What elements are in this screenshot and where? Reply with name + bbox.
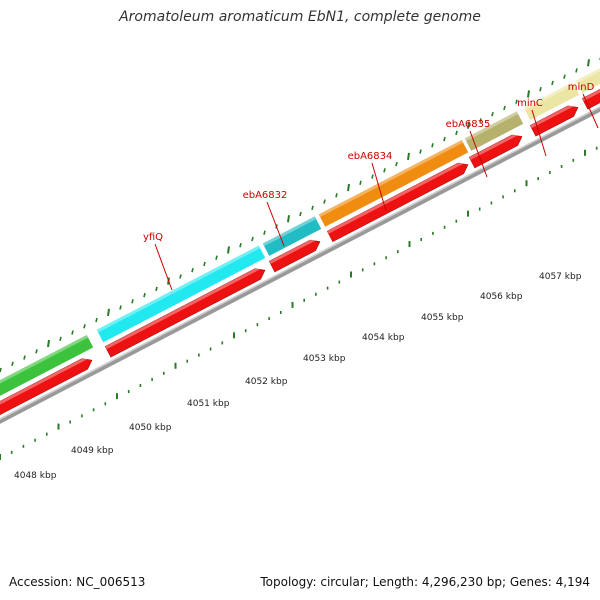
tick-mark bbox=[23, 355, 26, 360]
tick-mark bbox=[347, 183, 350, 192]
leader-line bbox=[154, 243, 173, 291]
cds-arrow-5 bbox=[468, 131, 523, 169]
tick-mark bbox=[191, 267, 194, 273]
tick-mark bbox=[11, 361, 14, 366]
tick-mark bbox=[215, 255, 218, 260]
gene-ebA6834 bbox=[318, 139, 469, 227]
tick-mark bbox=[515, 99, 518, 104]
genome-backbone bbox=[0, 106, 600, 424]
tick-mark bbox=[0, 367, 2, 373]
tick-mark bbox=[263, 230, 266, 235]
tick-mark bbox=[239, 243, 242, 248]
gene-label-minD: minD bbox=[568, 82, 595, 93]
tick-track bbox=[0, 56, 600, 373]
tick-mark bbox=[107, 308, 110, 316]
map-title: Aromatoleum aromaticum EbN1, complete ge… bbox=[119, 9, 481, 25]
tick-mark bbox=[575, 68, 578, 73]
gene-minC bbox=[523, 82, 580, 121]
leader-line bbox=[531, 109, 547, 157]
kbp-label: 4055 kbp bbox=[421, 313, 464, 323]
tick-mark bbox=[251, 236, 254, 242]
accession-label: Accession: NC_006513 bbox=[9, 575, 146, 589]
gene-yfiQ bbox=[96, 245, 266, 343]
tick-mark bbox=[467, 121, 470, 129]
backbone-highlight bbox=[0, 106, 600, 420]
tick-mark bbox=[383, 168, 386, 173]
cds-arrow-2 bbox=[104, 264, 266, 358]
tick-mark bbox=[83, 324, 86, 329]
cds-arrow-7 bbox=[581, 85, 600, 110]
tick-mark bbox=[47, 339, 50, 348]
tick-mark bbox=[311, 205, 314, 210]
tick-mark bbox=[299, 211, 302, 217]
gene-minD bbox=[575, 64, 600, 94]
kbp-scale: 4048 kbp 4049 kbp 4050 kbp 4051 kbp 4052 kbp… bbox=[0, 146, 598, 481]
tick-mark bbox=[563, 74, 566, 79]
tick-mark bbox=[203, 261, 206, 267]
cds-arrow-6 bbox=[529, 102, 579, 137]
cds-arrow-1 bbox=[0, 354, 93, 419]
tick-mark bbox=[503, 105, 506, 111]
tick-mark bbox=[371, 174, 374, 179]
cds-arrow-3 bbox=[268, 236, 321, 273]
kbp-label: 4049 kbp bbox=[71, 446, 114, 456]
tick-mark bbox=[59, 336, 62, 341]
gene-unnamed bbox=[0, 334, 94, 400]
tick-mark bbox=[491, 111, 494, 117]
gene-label-yfiQ: yfiQ bbox=[143, 232, 163, 243]
tick-mark bbox=[323, 199, 326, 204]
tick-mark bbox=[95, 317, 98, 323]
tick-mark bbox=[407, 152, 410, 160]
tick-mark bbox=[551, 80, 554, 86]
cds-track bbox=[0, 85, 600, 419]
tick-mark bbox=[359, 180, 362, 185]
gene-labels: yfiQ ebA6832 ebA6834 ebA6835 minC minD bbox=[143, 82, 599, 291]
kbp-label: 4051 kbp bbox=[187, 399, 230, 409]
gene-label-minC: minC bbox=[517, 98, 543, 109]
tick-mark bbox=[155, 286, 158, 292]
kbp-label: 4054 kbp bbox=[362, 333, 405, 343]
tick-mark bbox=[587, 59, 590, 67]
gene-ebA6835 bbox=[464, 111, 524, 151]
gene-track bbox=[0, 64, 600, 400]
kbp-label: 4053 kbp bbox=[303, 354, 346, 364]
tick-mark bbox=[227, 246, 230, 254]
leader-line bbox=[582, 93, 599, 129]
kbp-label: 4050 kbp bbox=[129, 423, 172, 433]
leader-line bbox=[469, 130, 488, 178]
gene-label-ebA6834: ebA6834 bbox=[348, 151, 393, 162]
tick-mark bbox=[479, 118, 482, 123]
gene-label-ebA6832: ebA6832 bbox=[243, 190, 288, 201]
tick-mark bbox=[71, 330, 74, 335]
kbp-label: 4052 kbp bbox=[245, 377, 288, 387]
tick-mark bbox=[419, 149, 422, 154]
gene-ebA6832 bbox=[262, 216, 322, 256]
kbp-label: 4057 kbp bbox=[539, 272, 582, 282]
kbp-label: 4056 kbp bbox=[480, 292, 523, 302]
tick-mark bbox=[35, 349, 38, 354]
leader-line bbox=[266, 201, 285, 247]
tick-mark bbox=[131, 299, 134, 304]
tick-mark bbox=[443, 136, 446, 142]
tick-mark bbox=[539, 87, 542, 92]
tick-mark bbox=[179, 274, 182, 279]
tick-mark bbox=[119, 305, 122, 310]
leader-line bbox=[371, 162, 387, 212]
tick-mark bbox=[527, 90, 530, 98]
tick-mark bbox=[143, 292, 146, 298]
cds-arrow-4 bbox=[326, 159, 469, 243]
tick-mark bbox=[287, 215, 290, 223]
gene-label-ebA6835: ebA6835 bbox=[446, 119, 491, 130]
tick-mark bbox=[455, 130, 458, 136]
tick-mark bbox=[431, 143, 434, 148]
tick-mark bbox=[395, 161, 398, 167]
backbone-line bbox=[0, 106, 600, 424]
kbp-label: 4048 kbp bbox=[14, 471, 57, 481]
tick-mark bbox=[335, 193, 338, 198]
topology-label: Topology: circular; Length: 4,296,230 bp… bbox=[260, 575, 590, 589]
